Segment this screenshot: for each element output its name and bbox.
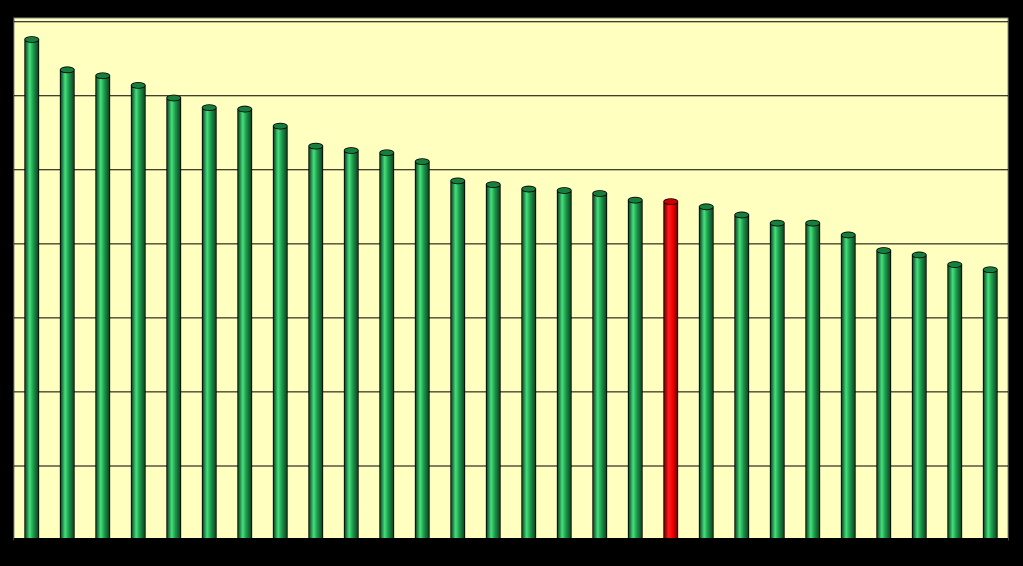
bar xyxy=(130,84,146,541)
bar-cap xyxy=(95,72,111,80)
bar xyxy=(379,152,395,541)
bar-cap xyxy=(166,94,182,102)
bar-cap xyxy=(379,149,395,157)
bar xyxy=(947,264,963,541)
bar-cap xyxy=(24,36,40,43)
bar-cap xyxy=(734,211,750,219)
bar-cap xyxy=(556,187,572,194)
bar-cap xyxy=(308,142,324,150)
bar-cap xyxy=(947,261,963,268)
bar-cap xyxy=(592,190,608,197)
bar xyxy=(166,97,182,541)
bar xyxy=(556,190,572,541)
plot-area xyxy=(13,17,1009,541)
bar-cap xyxy=(698,203,714,211)
bar xyxy=(95,75,111,541)
bar-cap xyxy=(237,105,253,113)
bar-cap xyxy=(663,198,679,206)
bar-cap xyxy=(130,81,146,89)
bar-cap xyxy=(59,66,75,74)
bar xyxy=(343,150,359,541)
bar xyxy=(982,269,998,541)
bar xyxy=(485,184,501,541)
bar xyxy=(769,222,785,541)
bar xyxy=(876,250,892,541)
bar xyxy=(272,125,288,541)
bar-cap xyxy=(840,231,856,239)
bar xyxy=(805,222,821,541)
bar-cap xyxy=(414,158,430,166)
bar-cap xyxy=(805,219,821,227)
bar xyxy=(592,193,608,541)
bar xyxy=(308,145,324,541)
bar xyxy=(840,234,856,541)
bar-cap xyxy=(876,247,892,254)
bar xyxy=(698,206,714,541)
bar xyxy=(59,69,75,541)
bar xyxy=(911,254,927,541)
bar-cap xyxy=(769,219,785,227)
bar-cap xyxy=(521,185,537,193)
baseline xyxy=(14,538,1008,545)
bar-cap xyxy=(627,196,643,204)
bar-cap xyxy=(272,122,288,130)
bar-cap xyxy=(343,147,359,154)
bar-cap xyxy=(201,104,217,111)
bar-cap xyxy=(450,177,466,185)
bar xyxy=(237,108,253,541)
bar xyxy=(521,188,537,541)
bar xyxy=(627,199,643,541)
bar xyxy=(414,161,430,541)
bar xyxy=(663,201,679,541)
bar xyxy=(24,39,40,541)
bar-cap xyxy=(982,266,998,274)
bar xyxy=(734,214,750,541)
bar xyxy=(201,107,217,541)
bar-cap xyxy=(485,181,501,188)
bar xyxy=(450,180,466,541)
bar-cap xyxy=(911,251,927,259)
